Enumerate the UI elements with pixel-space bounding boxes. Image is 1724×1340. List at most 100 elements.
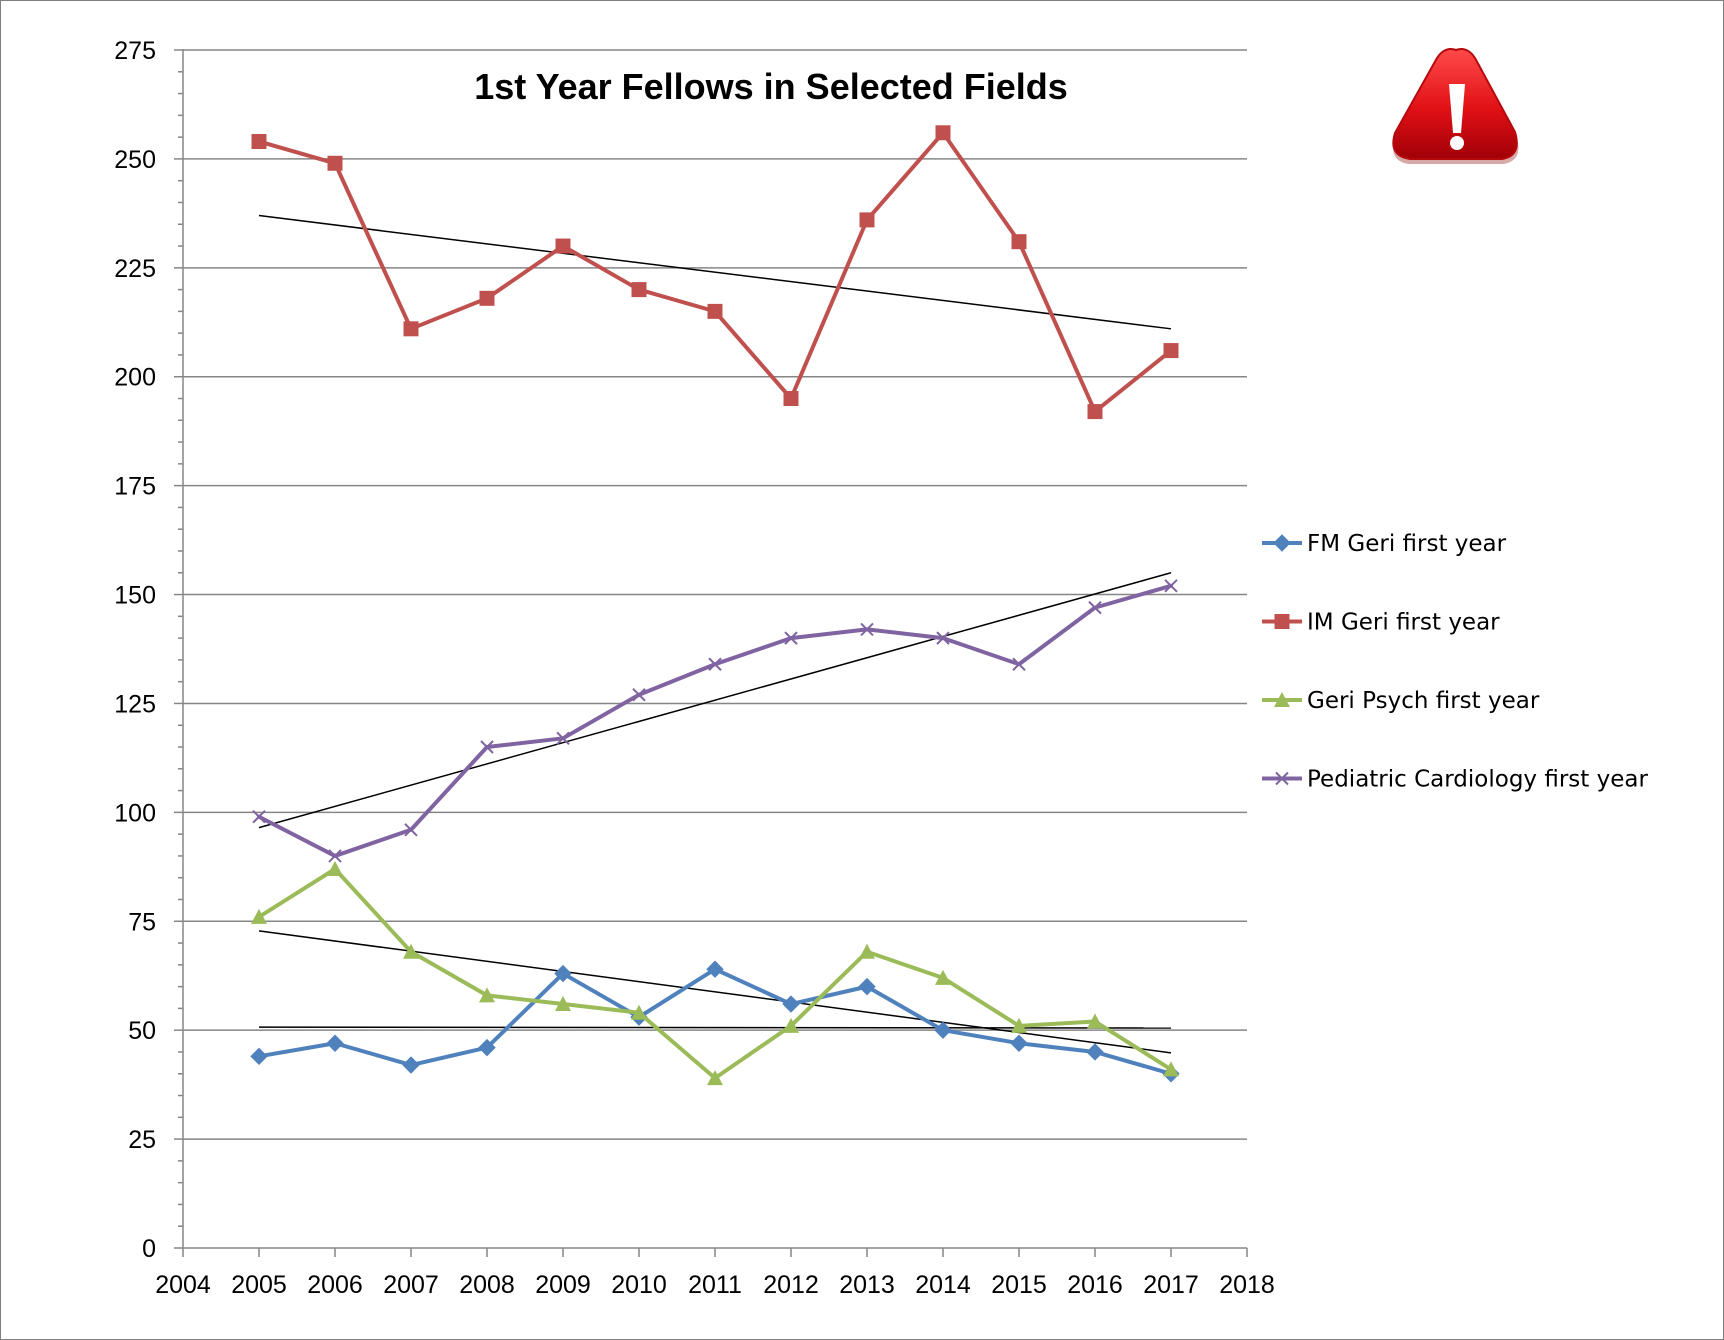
data-point — [783, 391, 799, 407]
data-point — [327, 860, 343, 876]
x-tick-label: 2009 — [535, 1271, 591, 1299]
x-tick-label: 2017 — [1143, 1271, 1199, 1299]
data-point — [1087, 1013, 1103, 1029]
trendline-series-2 — [258, 930, 1172, 1054]
data-point — [402, 1056, 420, 1074]
y-tick-label: 150 — [114, 582, 156, 610]
y-axis-tick-labels: 0 25 50 75 100 125 150 175 200 225 250 275 — [114, 37, 156, 1263]
data-point — [555, 996, 571, 1012]
data-point — [327, 155, 343, 171]
y-tick-label: 50 — [128, 1017, 156, 1045]
x-tick-label: 2007 — [383, 1271, 439, 1299]
legend-swatch-marker — [1274, 692, 1290, 707]
legend-entry: Pediatric Cardiology first year — [1262, 767, 1648, 793]
y-tick-label: 200 — [114, 364, 156, 392]
series-0 — [250, 960, 1180, 1083]
x-tick-label: 2010 — [611, 1271, 667, 1299]
data-point — [1164, 579, 1178, 593]
trendline-series-1 — [258, 214, 1172, 330]
data-point — [859, 212, 875, 228]
x-tick-label: 2012 — [763, 1271, 819, 1299]
series-2 — [251, 860, 1179, 1086]
data-point — [708, 657, 722, 671]
legend-label: Geri Psych first year — [1307, 688, 1540, 714]
series-line — [257, 583, 1173, 858]
data-point — [707, 303, 723, 319]
data-point — [631, 1004, 647, 1020]
data-point — [1011, 234, 1027, 250]
gridlines — [183, 49, 1247, 1140]
x-tick-label: 2006 — [307, 1271, 363, 1299]
legend-label: IM Geri first year — [1307, 610, 1500, 636]
data-point — [328, 849, 342, 863]
data-point — [782, 995, 800, 1013]
x-tick-label: 2005 — [231, 1271, 287, 1299]
data-point — [1163, 1061, 1179, 1077]
chart-title: 1st Year Fellows in Selected Fields — [474, 66, 1068, 107]
legend-swatch-marker — [1274, 614, 1290, 629]
data-point — [478, 1038, 496, 1057]
data-point — [479, 290, 495, 306]
trendline-series-3 — [258, 572, 1172, 829]
data-point — [1011, 1017, 1027, 1033]
legend-swatch-marker — [1275, 771, 1289, 786]
x-tick-label: 2004 — [155, 1271, 211, 1299]
data-point — [936, 631, 950, 645]
data-point — [480, 740, 494, 754]
data-point — [1088, 600, 1102, 615]
data-point — [935, 125, 951, 141]
data-point — [706, 960, 724, 978]
data-point — [555, 238, 571, 254]
y-tick-label: 0 — [142, 1235, 156, 1263]
legend-label: FM Geri first year — [1307, 531, 1507, 557]
y-tick-label: 75 — [128, 908, 156, 936]
x-tick-label: 2018 — [1219, 1271, 1275, 1299]
legend-entry: FM Geri first year — [1262, 531, 1507, 557]
x-axis-tick-labels: 2004 2005 2006 2007 2008 2009 2010 2011 2012 2013… — [155, 1271, 1275, 1299]
series-lines — [250, 125, 1180, 1086]
legend: FM Geri first year IM Geri first year Geri… — [1262, 531, 1648, 793]
x-tick-label: 2015 — [991, 1271, 1047, 1299]
data-point — [252, 810, 266, 824]
data-point — [403, 321, 419, 337]
x-tick-label: 2011 — [688, 1271, 742, 1299]
data-point — [556, 731, 570, 746]
data-point — [784, 631, 798, 645]
x-tick-label: 2014 — [915, 1271, 971, 1299]
data-point — [858, 977, 876, 996]
y-tick-label: 100 — [114, 799, 156, 827]
y-tick-label: 275 — [114, 37, 156, 65]
data-point — [1012, 657, 1026, 671]
data-point — [1086, 1043, 1104, 1061]
legend-label: Pediatric Cardiology first year — [1307, 767, 1648, 793]
trendlines — [258, 214, 1172, 1054]
axes — [174, 49, 1248, 1257]
data-point — [404, 823, 418, 837]
data-point — [860, 622, 874, 637]
data-point — [935, 969, 951, 985]
legend-entry: Geri Psych first year — [1262, 688, 1540, 714]
data-point — [859, 943, 875, 959]
data-point — [1163, 343, 1179, 359]
data-point — [707, 1070, 723, 1086]
data-point — [479, 987, 495, 1003]
x-tick-label: 2008 — [459, 1271, 515, 1299]
y-tick-label: 250 — [114, 146, 156, 174]
data-point — [783, 1017, 799, 1033]
data-point — [250, 1047, 268, 1066]
data-point — [403, 943, 419, 959]
data-point — [554, 964, 572, 983]
data-point — [934, 1021, 952, 1039]
x-tick-label: 2013 — [839, 1271, 895, 1299]
warning-icon — [1392, 48, 1519, 164]
data-point — [251, 133, 267, 149]
trendline-series-0 — [258, 1026, 1172, 1029]
data-point — [631, 282, 647, 298]
data-point — [326, 1034, 344, 1052]
y-tick-label: 25 — [128, 1126, 156, 1154]
y-tick-label: 175 — [114, 473, 156, 501]
y-tick-label: 225 — [114, 255, 156, 283]
series-3 — [252, 579, 1178, 863]
series-1 — [251, 125, 1179, 420]
